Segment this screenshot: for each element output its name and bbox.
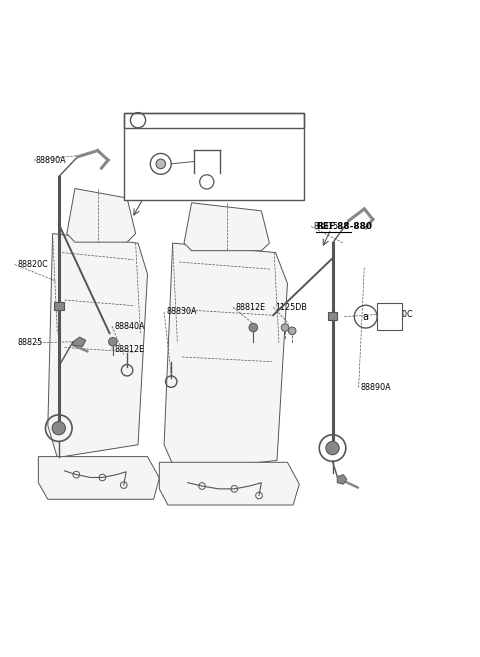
Circle shape	[52, 422, 65, 435]
Text: 88812E: 88812E	[114, 346, 144, 354]
Polygon shape	[184, 203, 269, 251]
Polygon shape	[73, 337, 86, 346]
Text: 88815: 88815	[313, 222, 339, 231]
Text: REF.88-880: REF.88-880	[316, 222, 372, 231]
Text: a: a	[135, 116, 141, 125]
Polygon shape	[159, 463, 300, 505]
Text: a: a	[363, 311, 369, 322]
Bar	[328, 312, 337, 320]
Polygon shape	[48, 234, 147, 457]
Bar	[54, 302, 63, 309]
Text: REF.88-880: REF.88-880	[143, 182, 199, 191]
Text: 88830A: 88830A	[167, 307, 197, 317]
Text: 88878: 88878	[143, 137, 167, 146]
Circle shape	[288, 327, 296, 334]
Text: 88890A: 88890A	[361, 383, 392, 392]
Text: 88877: 88877	[212, 151, 236, 160]
Bar	[124, 112, 304, 200]
Text: 88812E: 88812E	[235, 303, 265, 311]
Text: 88840A: 88840A	[114, 322, 145, 330]
Polygon shape	[337, 474, 347, 484]
Circle shape	[156, 159, 166, 169]
Text: 88825: 88825	[17, 338, 42, 348]
Polygon shape	[67, 189, 136, 242]
Circle shape	[108, 338, 117, 346]
Circle shape	[326, 442, 339, 455]
Text: 88810C: 88810C	[383, 309, 413, 319]
Text: 88890A: 88890A	[36, 156, 67, 164]
Text: 88820C: 88820C	[17, 260, 48, 269]
Polygon shape	[38, 457, 159, 499]
Polygon shape	[164, 243, 288, 472]
Text: 1125DB: 1125DB	[276, 303, 308, 311]
Circle shape	[281, 324, 289, 331]
Circle shape	[249, 323, 258, 332]
Bar	[377, 304, 402, 330]
Bar	[124, 112, 304, 128]
